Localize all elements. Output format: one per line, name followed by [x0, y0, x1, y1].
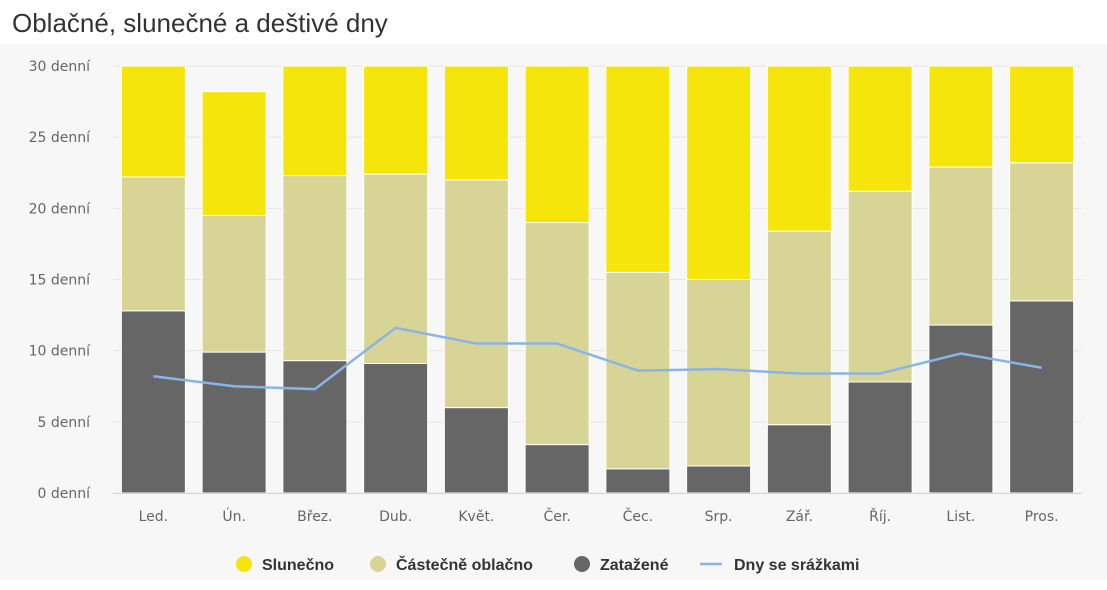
bar-segment-slunečno[interactable]	[443, 65, 509, 181]
legend-label: Slunečno	[262, 557, 334, 574]
y-tick-label: 25 denní	[29, 130, 92, 146]
bar-segment-slunečno[interactable]	[766, 65, 832, 232]
bar-segment-zatažené[interactable]	[686, 465, 752, 494]
bar-segment-slunečno[interactable]	[524, 65, 590, 224]
bar-segment-částečně-oblačno[interactable]	[120, 176, 186, 312]
bar-segment-částečně-oblačno[interactable]	[928, 166, 994, 326]
legend-item[interactable]: Slunečno	[236, 556, 334, 574]
x-tick-label: Srp.	[705, 509, 733, 525]
bar-segment-zatažené[interactable]	[282, 360, 348, 494]
legend[interactable]: Slunečno Částečně oblačno Zatažené Dny se s…	[236, 555, 859, 574]
bar-segment-částečně-oblačno[interactable]	[766, 230, 832, 426]
bar-segment-slunečno[interactable]	[605, 65, 671, 273]
x-tick-label: Dub.	[379, 509, 412, 525]
bar-segment-zatažené[interactable]	[120, 310, 186, 494]
bar-segment-částečně-oblačno[interactable]	[1009, 162, 1075, 302]
bar-segment-slunečno[interactable]	[282, 65, 348, 177]
legend-item[interactable]: Zatažené	[574, 556, 669, 574]
chart-title: Oblačné, slunečné a deštivé dny	[12, 8, 388, 38]
legend-marker	[236, 556, 252, 572]
legend-label: Dny se srážkami	[734, 557, 859, 574]
bar-segment-částečně-oblačno[interactable]	[443, 179, 509, 409]
x-tick-label: Zář.	[786, 509, 813, 525]
legend-label: Částečně oblačno	[396, 555, 533, 574]
bar-segment-slunečno[interactable]	[1009, 65, 1075, 164]
bar-segment-zatažené[interactable]	[847, 381, 913, 494]
bar-segment-slunečno[interactable]	[201, 91, 267, 216]
x-tick-label: Květ.	[458, 509, 494, 525]
bar-segment-zatažené[interactable]	[363, 362, 429, 494]
x-tick-label: Ún.	[222, 507, 246, 525]
bar-segment-slunečno[interactable]	[686, 65, 752, 280]
x-tick-label: Led.	[139, 509, 169, 525]
bar-segment-zatažené[interactable]	[524, 444, 590, 494]
legend-label: Zatažené	[600, 557, 669, 574]
bar-segment-zatažené[interactable]	[766, 424, 832, 494]
bar-segment-slunečno[interactable]	[847, 65, 913, 192]
bar-segment-částečně-oblačno[interactable]	[363, 173, 429, 364]
bar-segment-částečně-oblačno[interactable]	[201, 214, 267, 353]
stacked-bar-chart: 0 denní 5 denní 10 denní 15 denní 20 denní 25…	[29, 59, 1082, 574]
legend-item[interactable]: Dny se srážkami	[700, 557, 859, 574]
bar-segment-zatažené[interactable]	[1009, 300, 1075, 494]
bar-segment-částečně-oblačno[interactable]	[282, 175, 348, 362]
bar-segment-zatažené[interactable]	[928, 324, 994, 494]
legend-marker	[370, 556, 386, 572]
bars	[120, 65, 1075, 494]
grid-lines	[113, 65, 1082, 494]
x-tick-label: Pros.	[1025, 509, 1059, 525]
axes: 0 denní 5 denní 10 denní 15 denní 20 denní 25…	[29, 59, 1082, 525]
y-tick-label: 15 denní	[29, 273, 92, 289]
y-tick-label: 5 denní	[38, 415, 92, 431]
x-tick-label: List.	[946, 509, 975, 525]
x-tick-label: Říj.	[869, 508, 891, 525]
bar-segment-slunečno[interactable]	[120, 65, 186, 178]
bar-segment-částečně-oblačno[interactable]	[524, 222, 590, 446]
chart-area: 0 denní 5 denní 10 denní 15 denní 20 denní 25…	[0, 44, 1107, 580]
bar-segment-slunečno[interactable]	[928, 65, 994, 168]
x-tick-label: Břez.	[297, 509, 332, 525]
bar-segment-zatažené[interactable]	[443, 407, 509, 494]
bar-segment-částečně-oblačno[interactable]	[686, 279, 752, 467]
y-tick-label: 20 denní	[29, 201, 92, 217]
series-line[interactable]	[153, 326, 1042, 391]
bar-segment-částečně-oblačno[interactable]	[847, 190, 913, 383]
x-tick-label: Čer.	[543, 507, 570, 525]
y-tick-label: 30 denní	[29, 59, 92, 75]
bar-segment-zatažené[interactable]	[605, 468, 671, 494]
legend-marker	[574, 556, 590, 572]
y-tick-label: 0 denní	[38, 486, 92, 502]
legend-item[interactable]: Částečně oblačno	[370, 555, 533, 574]
y-tick-label: 10 denní	[29, 344, 92, 360]
bar-segment-zatažené[interactable]	[201, 351, 267, 494]
x-tick-label: Čec.	[623, 507, 654, 525]
bar-segment-slunečno[interactable]	[363, 65, 429, 175]
precipitation-line	[153, 326, 1042, 391]
